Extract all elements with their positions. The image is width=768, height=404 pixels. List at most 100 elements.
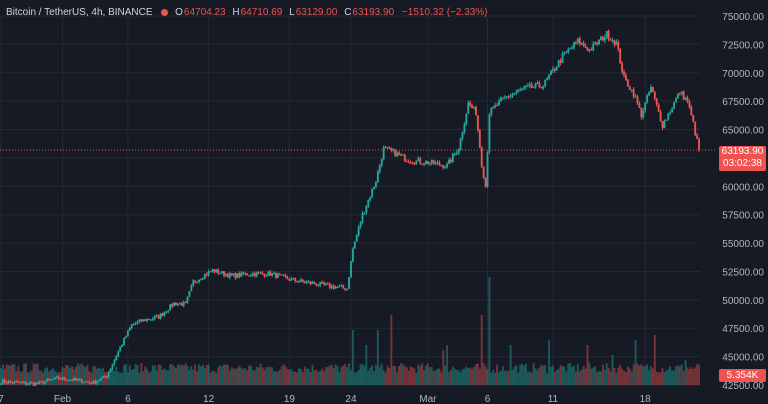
candle-body: [176, 303, 179, 306]
volume-bar: [44, 368, 47, 385]
volume-bar: [676, 365, 679, 385]
legend-symbol[interactable]: Bitcoin / TetherUS, 4h, BINANCE: [6, 7, 153, 18]
volume-bar: [276, 371, 279, 385]
candle-body: [478, 130, 481, 148]
volume-bar: [673, 370, 675, 385]
candle-body: [561, 53, 564, 63]
candle-body: [88, 381, 91, 383]
volume-bar: [55, 372, 58, 385]
volume-bar: [48, 371, 50, 385]
volume-bar: [119, 372, 122, 385]
candle-body: [363, 212, 366, 214]
candle-body: [117, 351, 120, 357]
volume-bar: [198, 364, 200, 385]
volume-bar: [392, 366, 395, 385]
volume-bar: [105, 372, 108, 385]
volume-bar: [607, 367, 610, 385]
volume-bar: [438, 368, 441, 385]
volume-bar: [173, 366, 175, 385]
candle-body: [250, 275, 252, 277]
candle-body: [625, 75, 627, 81]
volume-bar: [390, 315, 393, 385]
candle-body: [646, 95, 649, 103]
candle-body: [228, 273, 231, 278]
volume-bar: [221, 366, 224, 385]
candle-body: [628, 86, 631, 90]
candle-body: [51, 379, 54, 381]
candle-body: [319, 282, 322, 286]
candle-body: [67, 380, 70, 382]
volume-bar: [176, 364, 179, 385]
candle-body: [661, 121, 664, 128]
candle-body: [159, 313, 162, 319]
candle-body: [251, 273, 254, 276]
candle-body: [528, 84, 531, 86]
volume-bar: [228, 370, 231, 385]
volume-bar: [142, 370, 145, 385]
volume-bar: [586, 345, 589, 385]
candle-body: [348, 276, 350, 289]
candle-body: [432, 160, 435, 164]
candle-body: [617, 41, 620, 50]
volume-bar: [423, 369, 425, 385]
volume-bar: [457, 370, 460, 385]
candle-body: [305, 281, 308, 283]
volume-bar: [326, 367, 329, 385]
candle-body: [471, 105, 474, 109]
candle-body: [186, 296, 189, 303]
volume-bar: [9, 365, 12, 385]
volume-bar: [451, 366, 454, 385]
candle-body: [413, 163, 416, 165]
volume-bar: [303, 366, 306, 385]
volume-bar: [167, 370, 170, 385]
candle-body: [555, 67, 558, 71]
volume-bar: [178, 364, 181, 385]
volume-bar: [557, 368, 560, 385]
volume-bar: [430, 366, 433, 385]
candle-body: [303, 281, 306, 283]
volume-bar: [271, 367, 274, 385]
volume-bar: [538, 367, 541, 385]
candle-body: [109, 368, 112, 373]
candle-body: [421, 163, 424, 165]
candle-body: [444, 167, 447, 169]
volume-bar: [328, 365, 331, 385]
volume-bar: [361, 364, 364, 385]
volume-bar: [463, 368, 466, 385]
candle-body: [244, 273, 247, 275]
volume-bar: [478, 368, 481, 385]
candle-body: [490, 107, 493, 115]
volume-bar: [75, 366, 77, 385]
volume-bar: [67, 365, 70, 385]
volume-bar: [625, 372, 627, 385]
candle-body: [394, 149, 397, 157]
volume-bar: [613, 367, 616, 385]
volume-bar: [682, 371, 685, 385]
candle-body: [125, 336, 127, 339]
volume-bar: [444, 365, 447, 385]
y-tick-label: 52500.00: [722, 267, 764, 278]
volume-bar: [284, 366, 287, 385]
candle-body: [655, 98, 658, 105]
volume-bar: [194, 364, 197, 385]
candle-body: [138, 319, 141, 322]
candle-body: [130, 324, 133, 328]
candle-body: [592, 43, 595, 51]
candle-body: [28, 382, 31, 384]
y-tick-label: 42500.00: [722, 381, 764, 392]
candle-body: [517, 89, 520, 92]
candle-body: [205, 274, 208, 276]
volume-bar: [459, 372, 462, 385]
volume-bar: [542, 365, 545, 385]
candle-body: [173, 302, 175, 307]
volume-bar: [528, 371, 531, 385]
candle-body: [175, 302, 177, 306]
volume-bar: [417, 364, 420, 385]
volume-bar: [5, 364, 8, 385]
volume-bar: [332, 368, 335, 385]
volume-bar: [238, 365, 241, 385]
candle-body: [463, 123, 466, 133]
candle-body: [107, 372, 110, 378]
